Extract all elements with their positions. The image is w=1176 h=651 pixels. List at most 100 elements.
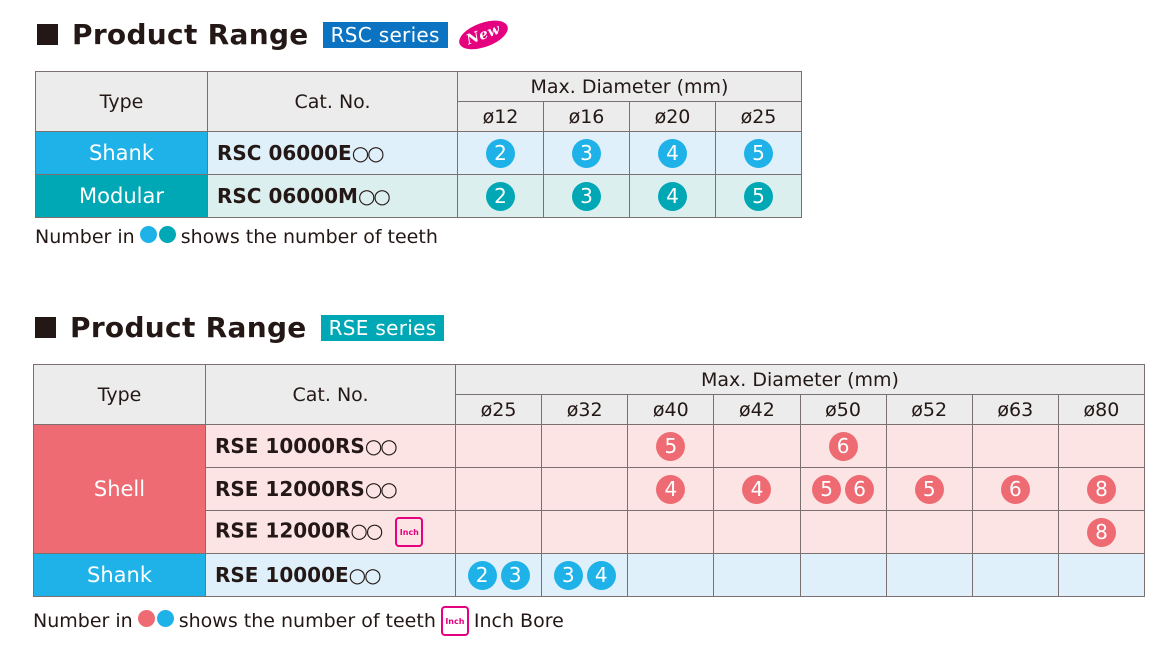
teeth-count-badge: 5 [744,181,773,211]
table-row: RSE 12000RS○○ 4 4 5 6 5 6 8 [34,467,1146,511]
square-bullet-icon [37,24,58,45]
rsc-product-table: Type Cat. No. Max. Diameter (mm) ø12 ø16 ø20… [35,71,802,218]
diameter-cell: 3 [543,131,630,175]
diameter-cell [627,510,715,554]
diameter-cell: 2 [457,131,544,175]
rse-note: Number in shows the number of teeth Inch… [33,606,564,636]
teeth-count-badge: 3 [553,560,583,590]
teeth-count-badge: 3 [572,181,601,211]
teeth-count-badge: 5 [914,474,944,504]
diameter-cell: 4 [713,467,801,511]
diameter-cell [885,510,973,554]
diameter-cell: 3 [543,174,630,218]
teeth-count-badge: 6 [828,431,858,461]
diameter-header: ø25 [454,394,543,425]
diameter-cell [971,553,1059,597]
rse-product-table: Type Cat. No. Max. Diameter (mm) ø25 ø32 ø40… [33,364,1146,597]
inch-icon: Inch [440,606,469,636]
type-cell: Shell [33,424,206,554]
type-cell: Shank [35,131,208,175]
teeth-count-badge: 2 [486,138,515,168]
diameter-cell: 4 [629,131,716,175]
teeth-count-badge: 4 [586,560,616,590]
table-row: RSE 12000R○○ Inch 8 [34,510,1146,554]
teeth-count-badge: 2 [486,181,515,211]
teeth-count-badge: 3 [572,138,601,168]
diameter-header: ø25 [715,101,802,132]
diameter-cell [799,510,887,554]
diameter-cell [713,424,801,468]
cat-no: RSE 12000RS○○ [205,467,456,511]
teeth-count-badge: 4 [742,474,772,504]
diameter-header: ø63 [971,394,1059,425]
table-row: Shank RSE 10000E○○ 2 3 3 4 [33,553,1146,597]
type-header: Type [33,364,206,425]
diameter-cell [454,510,543,554]
teeth-count-badge: 5 [656,431,686,461]
diameter-cell [627,553,715,597]
cat-no: RSE 10000E○○ [205,553,456,597]
diameter-cell: 2 [457,174,544,218]
square-bullet-icon [35,317,56,338]
table-row: Modular RSC 06000M○○ 2 3 4 5 [35,174,802,218]
diameter-cell [971,424,1059,468]
diameter-header: ø40 [627,394,715,425]
diameter-cell: 5 [715,131,802,175]
diameter-cell [713,553,801,597]
diameter-cell: 6 [799,424,887,468]
diameter-header: ø16 [543,101,630,132]
diameter-cell [1057,553,1146,597]
teeth-count-badge: 8 [1086,474,1116,504]
teeth-count-badge: 4 [658,181,687,211]
diameter-cell: 5 [885,467,973,511]
table-row: Shank RSC 06000E○○ 2 3 4 5 [35,131,802,175]
rsc-note: Number in shows the number of teeth [35,226,438,248]
diameter-header: ø20 [629,101,716,132]
type-cell: Modular [35,174,208,218]
teeth-count-badge: 2 [467,560,497,590]
diameter-cell: 5 [715,174,802,218]
cat-no: RSE 12000R○○ Inch [205,510,456,554]
type-header: Type [35,71,208,132]
diameter-cell [885,553,973,597]
diameter-header: ø80 [1057,394,1146,425]
max-diameter-header: Max. Diameter (mm) [455,364,1145,395]
cat-no: RSC 06000M○○ [207,174,458,218]
diameter-cell: 8 [1057,467,1146,511]
diameter-cell: 4 [627,467,715,511]
cat-header: Cat. No. [207,71,458,132]
legend-dots [139,226,176,248]
table-row: Shell RSE 10000RS○○ 5 6 [33,424,1146,554]
teeth-count-badge: 3 [500,560,530,590]
teeth-count-badge: 5 [812,474,842,504]
teeth-count-badge: 4 [656,474,686,504]
diameter-header: ø42 [713,394,801,425]
teeth-count-badge: 8 [1086,517,1116,547]
diameter-cell [541,424,629,468]
teeth-count-badge: 6 [1000,474,1030,504]
diameter-cell: 6 [971,467,1059,511]
rse-section-title: Product Range RSE series [35,311,445,344]
diameter-cell [454,424,543,468]
legend-dots [137,610,174,632]
diameter-header: ø32 [541,394,629,425]
max-diameter-header: Max. Diameter (mm) [457,71,802,102]
diameter-cell: 5 [627,424,715,468]
teeth-count-badge: 4 [658,138,687,168]
rse-series-tag: RSE series [320,314,445,341]
teeth-count-badge: 5 [744,138,773,168]
cat-no: RSC 06000E○○ [207,131,458,175]
cat-no: RSE 10000RS○○ [205,424,456,468]
diameter-cell [454,467,543,511]
diameter-header: ø50 [799,394,887,425]
diameter-cell [541,467,629,511]
inch-icon: Inch [395,517,424,547]
diameter-header: ø12 [457,101,544,132]
diameter-cell [1057,424,1146,468]
type-cell: Shank [33,553,206,597]
diameter-cell [885,424,973,468]
cat-header: Cat. No. [205,364,456,425]
